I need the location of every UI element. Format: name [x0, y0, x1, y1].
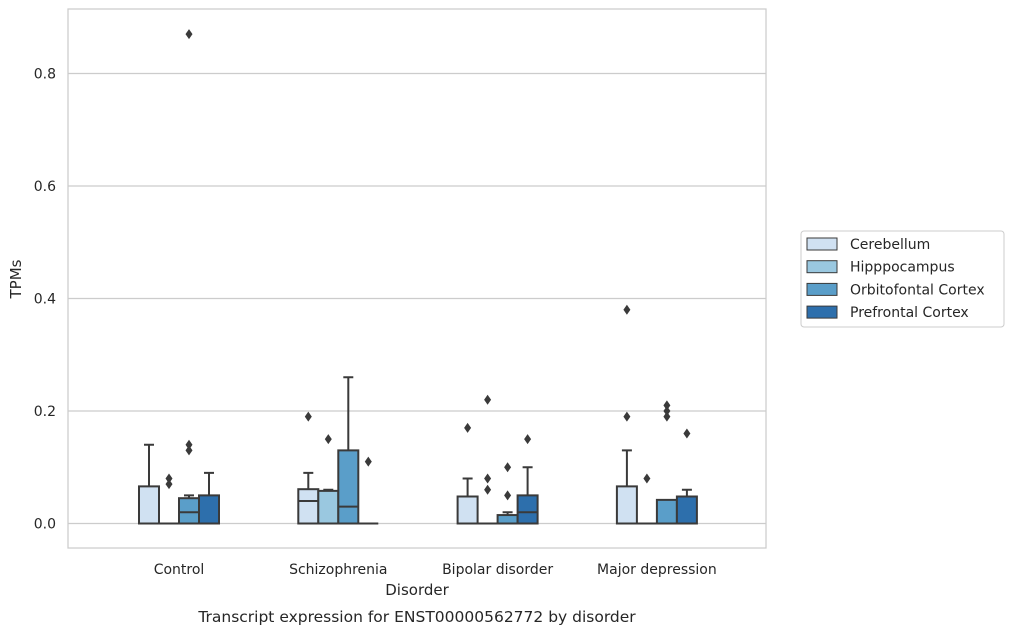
box-rect	[615, 485, 638, 525]
plot-area	[67, 8, 767, 549]
y-axis-title: TPMs	[7, 259, 25, 299]
outlier-point	[504, 462, 512, 473]
legend-label: Cerebellum	[850, 237, 930, 253]
chart-caption: Transcript expression for ENST0000056277…	[197, 608, 636, 626]
box-rect	[516, 494, 539, 525]
box-rect	[317, 489, 340, 525]
x-axis-ticks: Control Schizophrenia Bipolar disorder Majo…	[154, 562, 717, 578]
outlier-point	[484, 394, 492, 405]
outlier-point	[643, 473, 651, 484]
x-tick-label: Bipolar disorder	[442, 562, 553, 578]
legend-swatch	[806, 237, 838, 251]
box-rect	[138, 485, 160, 525]
outlier-point	[524, 434, 532, 445]
box-rect	[675, 495, 698, 525]
x-tick-label: Schizophrenia	[289, 562, 387, 578]
outlier-point	[663, 406, 671, 416]
legend-swatch	[806, 260, 838, 274]
box-rect	[198, 494, 220, 525]
outlier-point	[663, 411, 671, 422]
box-rect	[337, 449, 360, 525]
outlier-point	[165, 473, 173, 484]
y-tick-label: 0.4	[34, 292, 56, 308]
outlier-point	[364, 456, 372, 467]
outlier-point	[185, 29, 193, 40]
legend-swatch	[806, 282, 838, 296]
box-series	[138, 29, 698, 525]
outlier-point	[504, 490, 512, 501]
box-rect	[655, 498, 678, 525]
y-tick-label: 0.6	[34, 179, 56, 195]
y-tick-label: 0.0	[34, 517, 56, 533]
series-group	[198, 428, 698, 525]
legend-label: Hipppocampus	[850, 260, 955, 276]
outlier-point	[185, 439, 193, 450]
legend: Cerebellum Hipppocampus Orbitofontal Corte…	[800, 230, 1005, 328]
outlier-point	[484, 484, 492, 495]
outlier-point	[623, 411, 631, 422]
legend-swatch	[806, 305, 838, 319]
x-axis-title: Disorder	[385, 581, 449, 599]
outlier-point	[623, 304, 631, 315]
outlier-point	[683, 428, 691, 439]
y-axis-ticks: 0.0 0.2 0.4 0.6 0.8	[34, 67, 56, 533]
series-group	[159, 394, 657, 525]
outlier-point	[663, 400, 671, 411]
outlier-point	[484, 473, 492, 484]
box-rect	[496, 514, 519, 525]
legend-frame	[800, 230, 1005, 328]
box-rect	[297, 488, 320, 525]
outlier-point	[464, 422, 472, 433]
box-rect	[456, 495, 479, 525]
box-rect	[178, 497, 200, 525]
outlier-point	[165, 479, 173, 490]
legend-label: Prefrontal Cortex	[850, 305, 969, 321]
outlier-point	[185, 445, 193, 456]
outlier-point	[304, 411, 312, 422]
y-tick-label: 0.2	[34, 404, 56, 420]
legend-label: Orbitofontal Cortex	[850, 282, 985, 298]
outlier-point	[324, 434, 332, 445]
y-tick-label: 0.8	[34, 67, 56, 83]
x-tick-label: Major depression	[597, 562, 717, 578]
series-group	[138, 304, 638, 525]
x-tick-label: Control	[154, 562, 205, 578]
